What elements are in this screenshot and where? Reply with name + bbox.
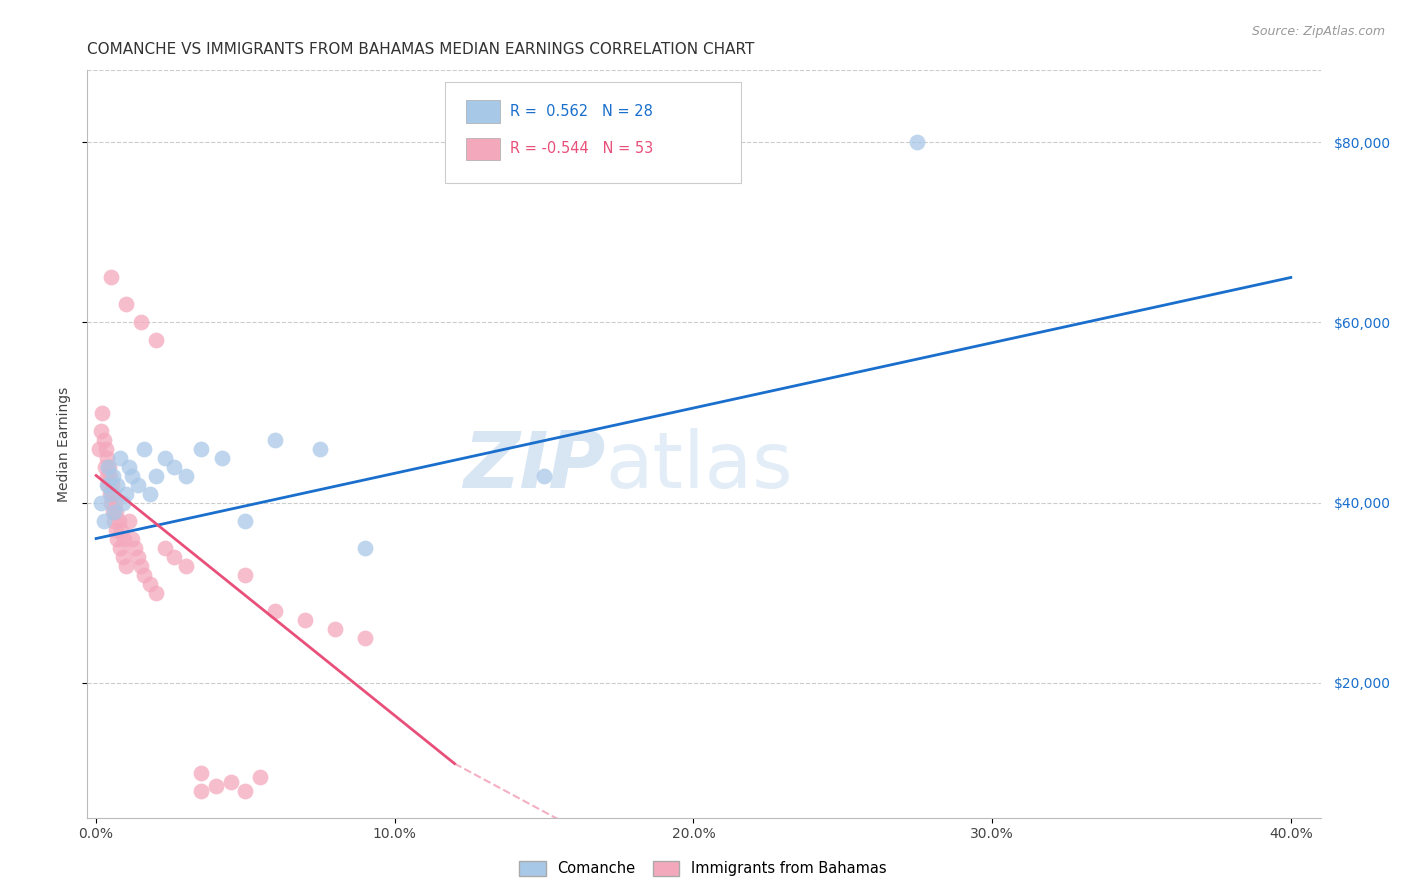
- Point: [294, 613, 316, 627]
- Text: R = -0.544   N = 53: R = -0.544 N = 53: [510, 141, 654, 156]
- Point: [91, 405, 114, 419]
- Point: [163, 549, 186, 564]
- Point: [118, 514, 141, 528]
- Point: [190, 442, 212, 456]
- Point: [111, 549, 134, 564]
- Point: [105, 477, 128, 491]
- Point: [103, 514, 125, 528]
- Point: [103, 504, 125, 518]
- Point: [110, 523, 132, 537]
- Point: [111, 495, 134, 509]
- Point: [174, 468, 197, 483]
- FancyBboxPatch shape: [465, 137, 501, 160]
- Point: [118, 459, 141, 474]
- Point: [124, 541, 146, 555]
- Point: [907, 136, 929, 150]
- Text: ZIP: ZIP: [463, 428, 605, 505]
- Point: [115, 558, 138, 573]
- Point: [94, 459, 117, 474]
- Point: [100, 477, 122, 491]
- Point: [204, 779, 226, 793]
- Point: [264, 433, 287, 447]
- Text: R =  0.562   N = 28: R = 0.562 N = 28: [510, 104, 654, 119]
- Point: [107, 514, 129, 528]
- Point: [139, 486, 162, 500]
- Point: [101, 504, 124, 518]
- Text: atlas: atlas: [605, 428, 793, 505]
- FancyBboxPatch shape: [444, 82, 741, 183]
- Point: [163, 459, 186, 474]
- Point: [127, 477, 149, 491]
- Point: [100, 486, 122, 500]
- Point: [98, 486, 121, 500]
- Point: [309, 442, 332, 456]
- Point: [96, 468, 118, 483]
- Point: [121, 468, 143, 483]
- Point: [235, 783, 257, 797]
- Point: [354, 541, 377, 555]
- Point: [100, 468, 122, 483]
- Point: [96, 477, 118, 491]
- Point: [139, 576, 162, 591]
- Y-axis label: Median Earnings: Median Earnings: [58, 386, 72, 501]
- Point: [90, 424, 112, 438]
- Point: [87, 442, 110, 456]
- Point: [264, 603, 287, 617]
- Point: [97, 459, 120, 474]
- Text: COMANCHE VS IMMIGRANTS FROM BAHAMAS MEDIAN EARNINGS CORRELATION CHART: COMANCHE VS IMMIGRANTS FROM BAHAMAS MEDI…: [87, 42, 755, 57]
- Point: [121, 532, 143, 546]
- Point: [323, 622, 346, 636]
- Point: [104, 495, 127, 509]
- Point: [190, 783, 212, 797]
- Point: [97, 477, 120, 491]
- Point: [354, 631, 377, 645]
- Point: [115, 486, 138, 500]
- Point: [235, 567, 257, 582]
- Point: [145, 585, 167, 599]
- Point: [190, 765, 212, 780]
- Text: Source: ZipAtlas.com: Source: ZipAtlas.com: [1251, 25, 1385, 38]
- Point: [211, 450, 233, 465]
- Point: [249, 770, 271, 784]
- Point: [97, 459, 120, 474]
- Point: [145, 468, 167, 483]
- Point: [108, 541, 131, 555]
- Point: [108, 450, 131, 465]
- Point: [129, 316, 152, 330]
- FancyBboxPatch shape: [465, 100, 501, 123]
- Point: [533, 468, 555, 483]
- Point: [114, 532, 136, 546]
- Point: [174, 558, 197, 573]
- Point: [105, 532, 128, 546]
- Point: [127, 549, 149, 564]
- Point: [90, 495, 112, 509]
- Point: [235, 514, 257, 528]
- Point: [103, 486, 125, 500]
- Point: [93, 514, 115, 528]
- Point: [93, 433, 115, 447]
- Point: [132, 442, 155, 456]
- Point: [105, 504, 128, 518]
- Point: [129, 558, 152, 573]
- Point: [101, 468, 124, 483]
- Point: [104, 523, 127, 537]
- Point: [153, 450, 176, 465]
- Point: [100, 270, 122, 285]
- Point: [100, 495, 122, 509]
- Point: [153, 541, 176, 555]
- Point: [96, 450, 118, 465]
- Point: [132, 567, 155, 582]
- Legend: Comanche, Immigrants from Bahamas: Comanche, Immigrants from Bahamas: [513, 855, 893, 882]
- Point: [145, 334, 167, 348]
- Point: [219, 774, 242, 789]
- Point: [94, 442, 117, 456]
- Point: [115, 297, 138, 311]
